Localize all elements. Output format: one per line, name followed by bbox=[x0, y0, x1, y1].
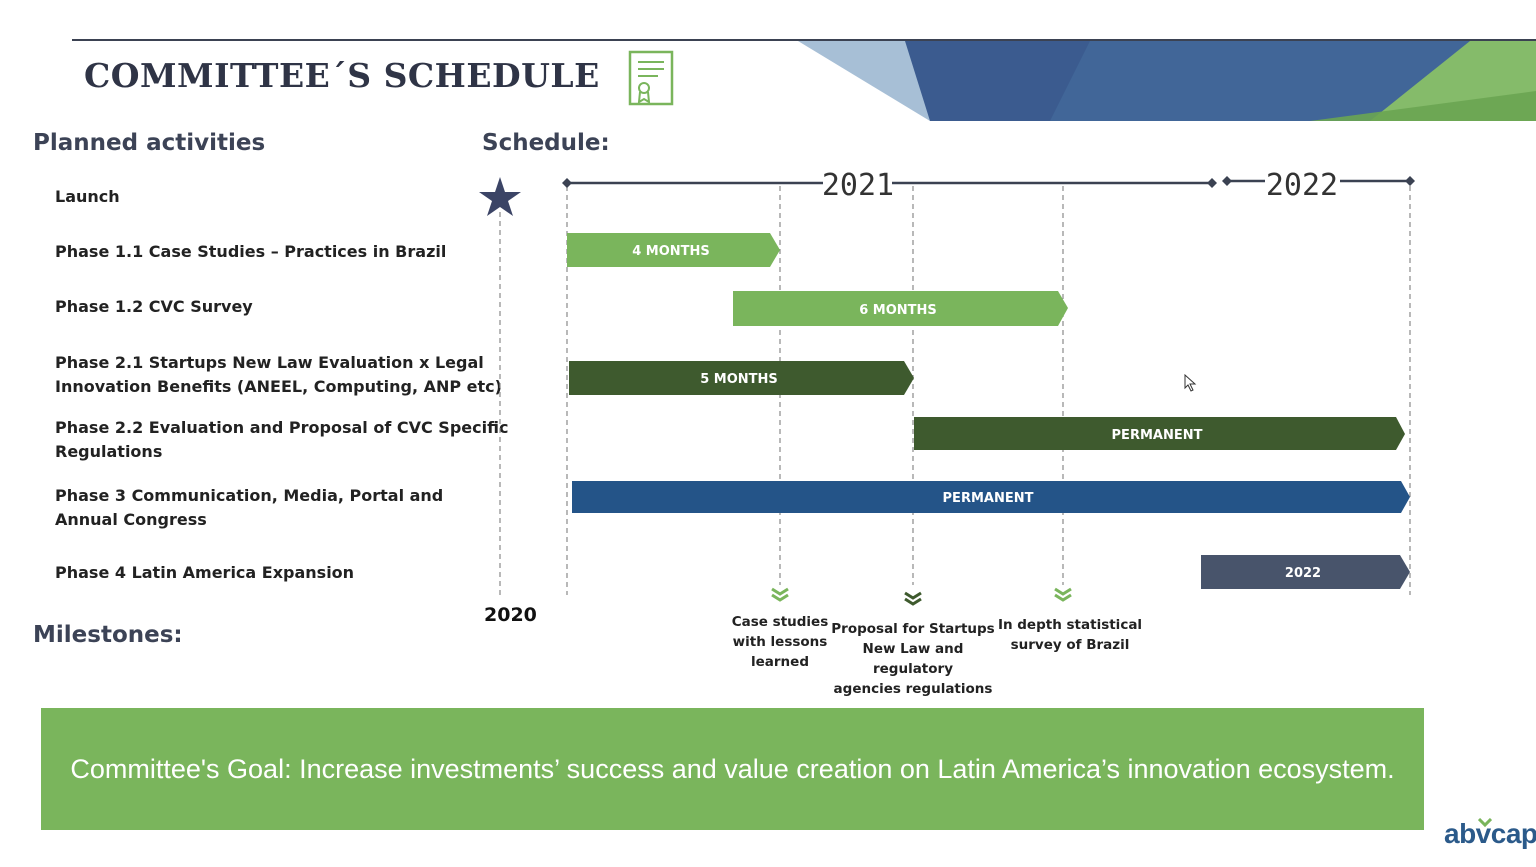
header-divider bbox=[72, 39, 1536, 41]
bar-shape bbox=[572, 481, 1410, 513]
certificate-document-icon bbox=[628, 50, 674, 106]
timeline-axis-2021: 2021 bbox=[562, 168, 1217, 203]
activity-phase-1-1: Phase 1.1 Case Studies – Practices in Br… bbox=[55, 240, 475, 264]
milestone-case-studies: Case studies with lessons learned bbox=[720, 612, 840, 672]
activity-line: Phase 4 Latin America Expansion bbox=[55, 563, 355, 582]
timeline-axis-2022: 2022 bbox=[1222, 168, 1415, 203]
planned-activities-heading: Planned activities bbox=[33, 130, 266, 156]
bar-phase-1-1: 4 MONTHS bbox=[567, 233, 780, 267]
bar-shape bbox=[567, 233, 780, 267]
activity-line: Innovation Benefits (ANEEL, Computing, A… bbox=[55, 377, 502, 396]
activity-phase-3: Phase 3 Communication, Media, Portal and… bbox=[55, 484, 475, 532]
mouse-cursor-icon bbox=[1184, 374, 1197, 392]
start-year-label: 2020 bbox=[484, 604, 537, 626]
milestone-line: New Law and regulatory bbox=[862, 641, 964, 677]
activity-line: Phase 3 Communication, Media, Portal and bbox=[55, 486, 444, 505]
milestone-line: Case studies bbox=[731, 614, 829, 630]
bar-phase-3: PERMANENT bbox=[572, 481, 1410, 513]
header-banner bbox=[798, 41, 1536, 121]
milestone-line: with lessons bbox=[732, 634, 828, 650]
activity-line: Annual Congress bbox=[55, 510, 207, 529]
logo-chevron-icon bbox=[1478, 818, 1492, 828]
activity-phase-2-2: Phase 2.2 Evaluation and Proposal of CVC… bbox=[55, 416, 509, 464]
bar-phase-2-1: 5 MONTHS bbox=[569, 361, 914, 395]
activity-line: Phase 2.1 Startups New Law Evaluation x … bbox=[55, 353, 484, 372]
chevron-down-icon bbox=[771, 587, 789, 602]
bar-shape bbox=[733, 291, 1068, 326]
year-2022-label: 2022 bbox=[1266, 168, 1338, 203]
bar-shape bbox=[1201, 555, 1410, 589]
activity-phase-4: Phase 4 Latin America Expansion bbox=[55, 561, 475, 585]
activity-phase-2-1: Phase 2.1 Startups New Law Evaluation x … bbox=[55, 351, 502, 399]
page-title: COMMITTEE´S SCHEDULE bbox=[84, 56, 600, 95]
goal-banner: Committee's Goal: Increase investments’ … bbox=[41, 708, 1424, 830]
star-icon bbox=[479, 177, 521, 216]
milestone-statistical-survey: In depth statistical survey of Brazil bbox=[995, 615, 1145, 655]
milestones-heading: Milestones: bbox=[33, 622, 183, 648]
bar-phase-1-2: 6 MONTHS bbox=[733, 291, 1068, 326]
activity-line: Phase 1.1 Case Studies – Practices in Br… bbox=[55, 242, 447, 261]
gantt-schedule: 2021 2022 4 MONTHS 6 MONTHS 5 MONTHS PER… bbox=[479, 168, 1415, 606]
activity-line: Regulations bbox=[55, 442, 163, 461]
bar-label: 6 MONTHS bbox=[859, 303, 937, 318]
activity-phase-1-2: Phase 1.2 CVC Survey bbox=[55, 295, 475, 319]
bar-label: 5 MONTHS bbox=[700, 372, 778, 387]
bar-shape bbox=[914, 417, 1405, 450]
bar-label: PERMANENT bbox=[943, 491, 1034, 506]
bar-shape bbox=[569, 361, 914, 395]
activity-launch: Launch bbox=[55, 185, 475, 209]
milestone-line: learned bbox=[751, 654, 809, 670]
bar-phase-4: 2022 bbox=[1201, 555, 1410, 589]
milestone-line: agencies regulations bbox=[833, 681, 993, 697]
milestone-line: In depth statistical bbox=[997, 617, 1143, 633]
chevron-down-icon bbox=[1054, 587, 1072, 602]
schedule-heading: Schedule: bbox=[482, 130, 610, 156]
activity-line: Launch bbox=[55, 187, 120, 206]
abvcap-logo: abvcap bbox=[1444, 818, 1536, 849]
chevron-down-icon bbox=[904, 591, 922, 606]
activity-line: Phase 2.2 Evaluation and Proposal of CVC… bbox=[55, 418, 509, 437]
milestone-line: survey of Brazil bbox=[1010, 637, 1130, 653]
bar-phase-2-2: PERMANENT bbox=[914, 417, 1405, 450]
bar-label: 2022 bbox=[1285, 566, 1321, 581]
bar-label: 4 MONTHS bbox=[632, 244, 710, 259]
bar-label: PERMANENT bbox=[1112, 428, 1203, 443]
goal-text: Committee's Goal: Increase investments’ … bbox=[70, 753, 1395, 784]
milestone-proposal-startups: Proposal for Startups New Law and regula… bbox=[822, 619, 1004, 699]
activity-line: Phase 1.2 CVC Survey bbox=[55, 297, 253, 316]
year-2021-label: 2021 bbox=[822, 168, 894, 203]
milestone-line: Proposal for Startups bbox=[831, 621, 995, 637]
